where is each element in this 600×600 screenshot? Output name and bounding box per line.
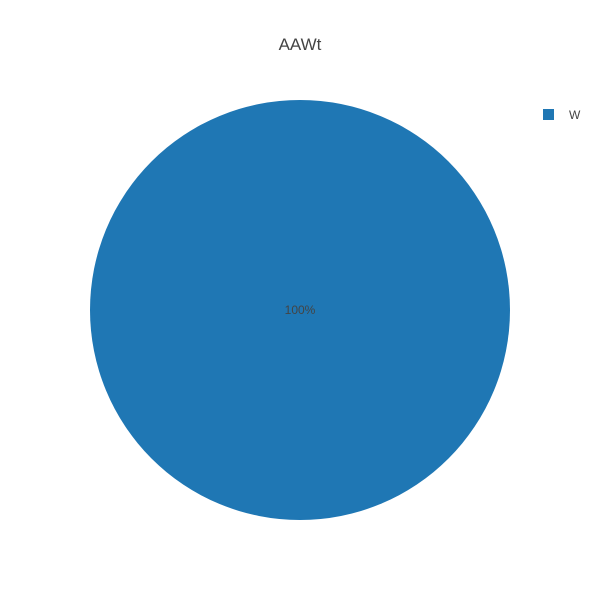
pie-slice-labels: 100%: [285, 303, 316, 317]
pie-slice-w[interactable]: [90, 100, 510, 520]
pie-slices: [90, 100, 510, 520]
legend-label-w: W: [569, 108, 581, 122]
legend: W: [543, 108, 581, 122]
chart-title: AAWt: [279, 35, 322, 54]
legend-swatch-w[interactable]: [543, 109, 554, 120]
pie-slice-label-w: 100%: [285, 303, 316, 317]
